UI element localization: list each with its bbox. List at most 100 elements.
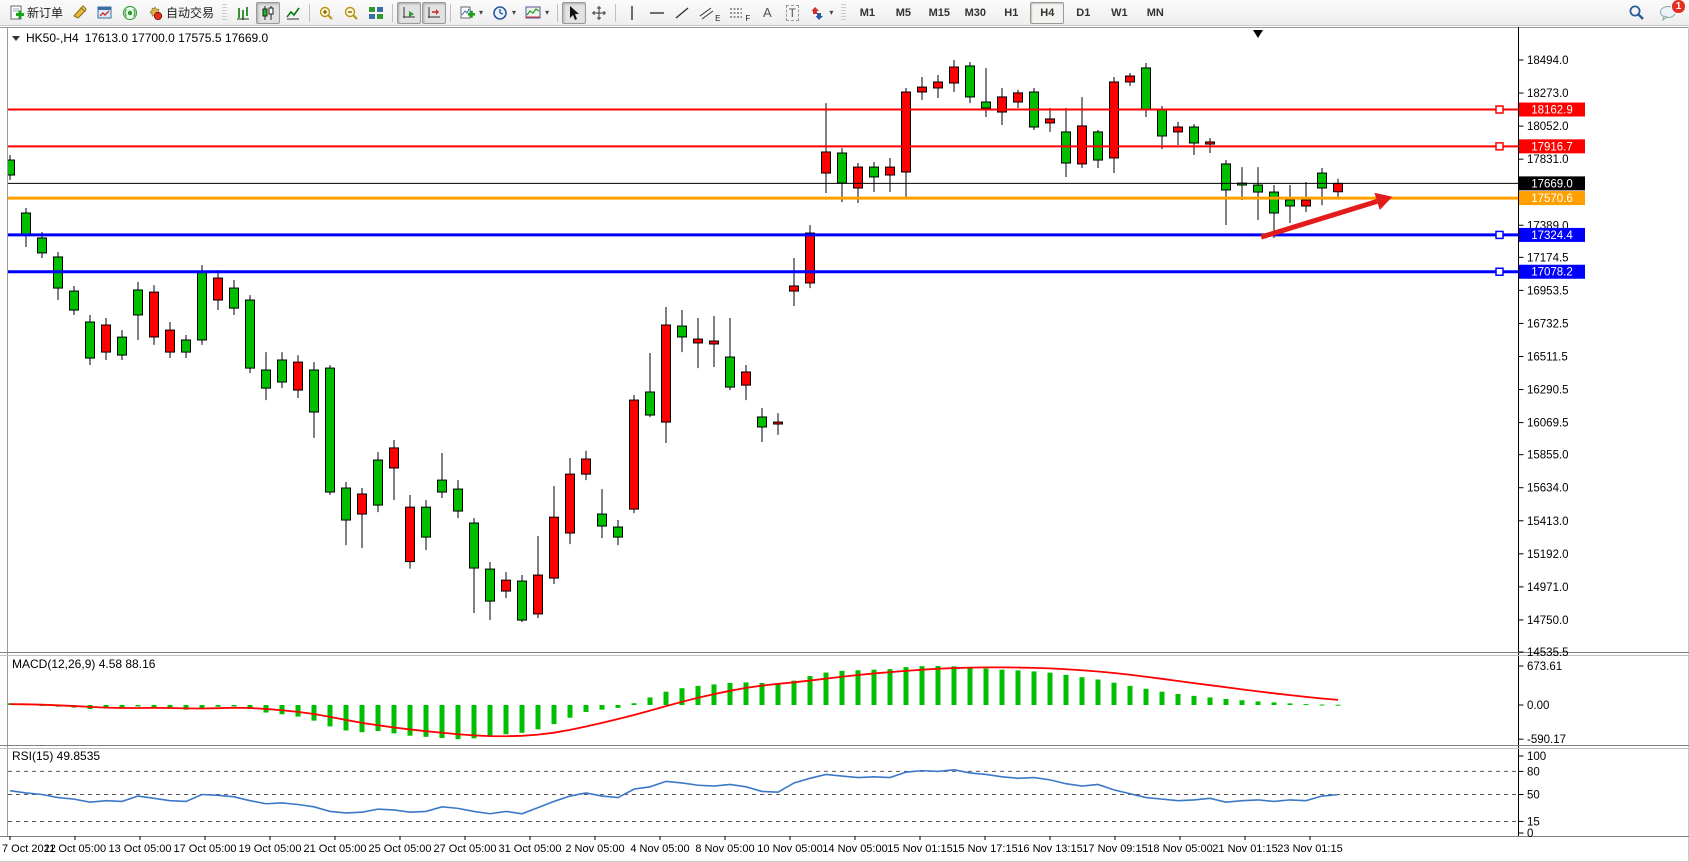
svg-text:10 Nov 05:00: 10 Nov 05:00	[757, 843, 822, 855]
svg-text:8 Nov 05:00: 8 Nov 05:00	[695, 843, 754, 855]
zoom-in-button[interactable]	[314, 2, 338, 24]
timeframe-H1[interactable]: H1	[1004, 6, 1019, 19]
horizontal-line-icon	[650, 11, 665, 14]
svg-text:19 Oct 05:00: 19 Oct 05:00	[239, 843, 302, 855]
auto-trading-button[interactable]: 自动交易	[143, 2, 218, 24]
clock-icon	[493, 5, 507, 20]
svg-text:25 Oct 05:00: 25 Oct 05:00	[369, 843, 432, 855]
price-axis: 18494.018273.018052.017831.017389.017174…	[1518, 55, 1569, 840]
timeframe-M5[interactable]: M5	[895, 6, 911, 19]
svg-text:17669.0: 17669.0	[1531, 178, 1573, 190]
svg-text:18162.9: 18162.9	[1531, 105, 1573, 117]
auto-trading-label: 自动交易	[166, 6, 215, 20]
trendline-tool[interactable]	[670, 2, 694, 24]
auto-scroll-button[interactable]	[397, 1, 422, 24]
horizontal-lines-layer[interactable]: 18162.9 17916.7 17669.0 17570.6 17324.4 17078…	[8, 102, 1585, 279]
horizontal-line-tool[interactable]	[645, 2, 669, 24]
toolbar-grip	[841, 3, 847, 22]
text-tool[interactable]: A	[755, 2, 779, 24]
toolbar-separator	[392, 3, 394, 22]
vertical-line-tool[interactable]	[620, 2, 644, 24]
add-indicator-button[interactable]: ▾	[455, 2, 487, 24]
market-watch-button[interactable]	[93, 2, 117, 24]
new-order-label: 新订单	[27, 6, 64, 20]
timeframe-M15[interactable]: M15	[928, 6, 951, 19]
timeframe-M30[interactable]: M30	[964, 6, 987, 19]
crosshair-icon	[592, 5, 607, 20]
bar-chart-button[interactable]	[231, 2, 255, 24]
notifications-button[interactable]: 1	[1655, 0, 1686, 24]
timeframe-MN[interactable]: MN	[1146, 6, 1164, 19]
timeframe-W1[interactable]: W1	[1111, 6, 1128, 19]
svg-text:17 Oct 05:00: 17 Oct 05:00	[174, 843, 237, 855]
chart-shift-button[interactable]	[422, 1, 447, 24]
cursor-button[interactable]	[562, 1, 587, 24]
toolbar-separator	[309, 3, 311, 22]
svg-text:80: 80	[1527, 766, 1540, 778]
fibonacci-tool[interactable]: F	[725, 2, 754, 24]
svg-text:15: 15	[1527, 816, 1540, 828]
chevron-down-icon: ▾	[545, 8, 550, 17]
svg-text:18273.0: 18273.0	[1527, 88, 1569, 100]
svg-text:21 Oct 05:00: 21 Oct 05:00	[304, 843, 367, 855]
svg-text:13 Oct 05:00: 13 Oct 05:00	[109, 843, 172, 855]
svg-text:17078.2: 17078.2	[1531, 267, 1573, 279]
notification-badge: 1	[1671, 0, 1686, 14]
svg-text:17831.0: 17831.0	[1527, 154, 1569, 166]
text-label-tool[interactable]: T	[780, 2, 804, 24]
chart-symbol-period: HK50-,H4	[26, 31, 79, 45]
new-order-button[interactable]: 新订单	[4, 2, 67, 24]
signals-button[interactable]	[118, 2, 142, 24]
svg-text:0: 0	[1527, 828, 1533, 840]
svg-text:15192.0: 15192.0	[1527, 549, 1569, 561]
template-icon	[525, 6, 541, 18]
chart-canvas[interactable]: 18494.0 18273.0 18052.0 17831.0 17389.0 17174…	[0, 26, 1689, 862]
svg-text:27 Oct 05:00: 27 Oct 05:00	[434, 843, 497, 855]
svg-text:14971.0: 14971.0	[1527, 582, 1569, 594]
chart-shift-marker[interactable]	[1253, 30, 1263, 38]
tile-windows-button[interactable]	[364, 2, 388, 24]
rsi-pane	[9, 769, 1339, 815]
toolbar-separator	[615, 3, 617, 22]
timeframe-D1[interactable]: D1	[1076, 6, 1091, 19]
svg-text:14750.0: 14750.0	[1527, 615, 1569, 627]
svg-text:50: 50	[1527, 790, 1540, 802]
svg-text:2 Nov 05:00: 2 Nov 05:00	[565, 843, 624, 855]
line-chart-button[interactable]	[281, 2, 305, 24]
candlestick-chart-button[interactable]	[256, 1, 281, 24]
chart-shift-icon	[428, 6, 441, 18]
svg-text:14535.5: 14535.5	[1527, 647, 1569, 659]
zoom-in-icon	[319, 6, 333, 20]
tile-windows-icon	[369, 6, 384, 19]
svg-text:673.61: 673.61	[1527, 661, 1562, 673]
equidistant-channel-tool[interactable]: E	[695, 2, 724, 24]
svg-text:14 Nov 05:00: 14 Nov 05:00	[822, 843, 887, 855]
channel-letter: E	[715, 13, 721, 23]
timeframe-M1[interactable]: M1	[859, 6, 875, 19]
fibonacci-icon	[730, 8, 743, 17]
chart-collapse-icon[interactable]	[12, 35, 20, 41]
cursor-icon	[570, 5, 580, 20]
svg-text:15413.0: 15413.0	[1527, 516, 1569, 528]
svg-text:4 Nov 05:00: 4 Nov 05:00	[630, 843, 689, 855]
svg-text:16511.5: 16511.5	[1527, 351, 1568, 363]
templates-button[interactable]: ▾	[521, 2, 553, 24]
arrows-tool[interactable]: ▾	[805, 2, 837, 24]
styler-button[interactable]	[68, 2, 92, 24]
text-tool-icon: A	[762, 5, 772, 20]
trend-arrow[interactable]	[1260, 192, 1393, 240]
crosshair-button[interactable]	[587, 2, 611, 24]
svg-text:17916.7: 17916.7	[1531, 141, 1573, 153]
periods-button[interactable]: ▾	[488, 2, 520, 24]
svg-text:17570.6: 17570.6	[1531, 193, 1573, 205]
timeframe-H4[interactable]: H4	[1030, 1, 1065, 24]
fibonacci-letter: F	[745, 13, 751, 23]
svg-text:15855.0: 15855.0	[1527, 450, 1569, 462]
chevron-down-icon: ▾	[829, 8, 834, 17]
search-button[interactable]	[1624, 2, 1649, 24]
svg-text:18052.0: 18052.0	[1527, 121, 1569, 133]
svg-text:16953.5: 16953.5	[1527, 285, 1569, 297]
zoom-out-button[interactable]	[339, 2, 363, 24]
svg-text:15634.0: 15634.0	[1527, 483, 1569, 495]
